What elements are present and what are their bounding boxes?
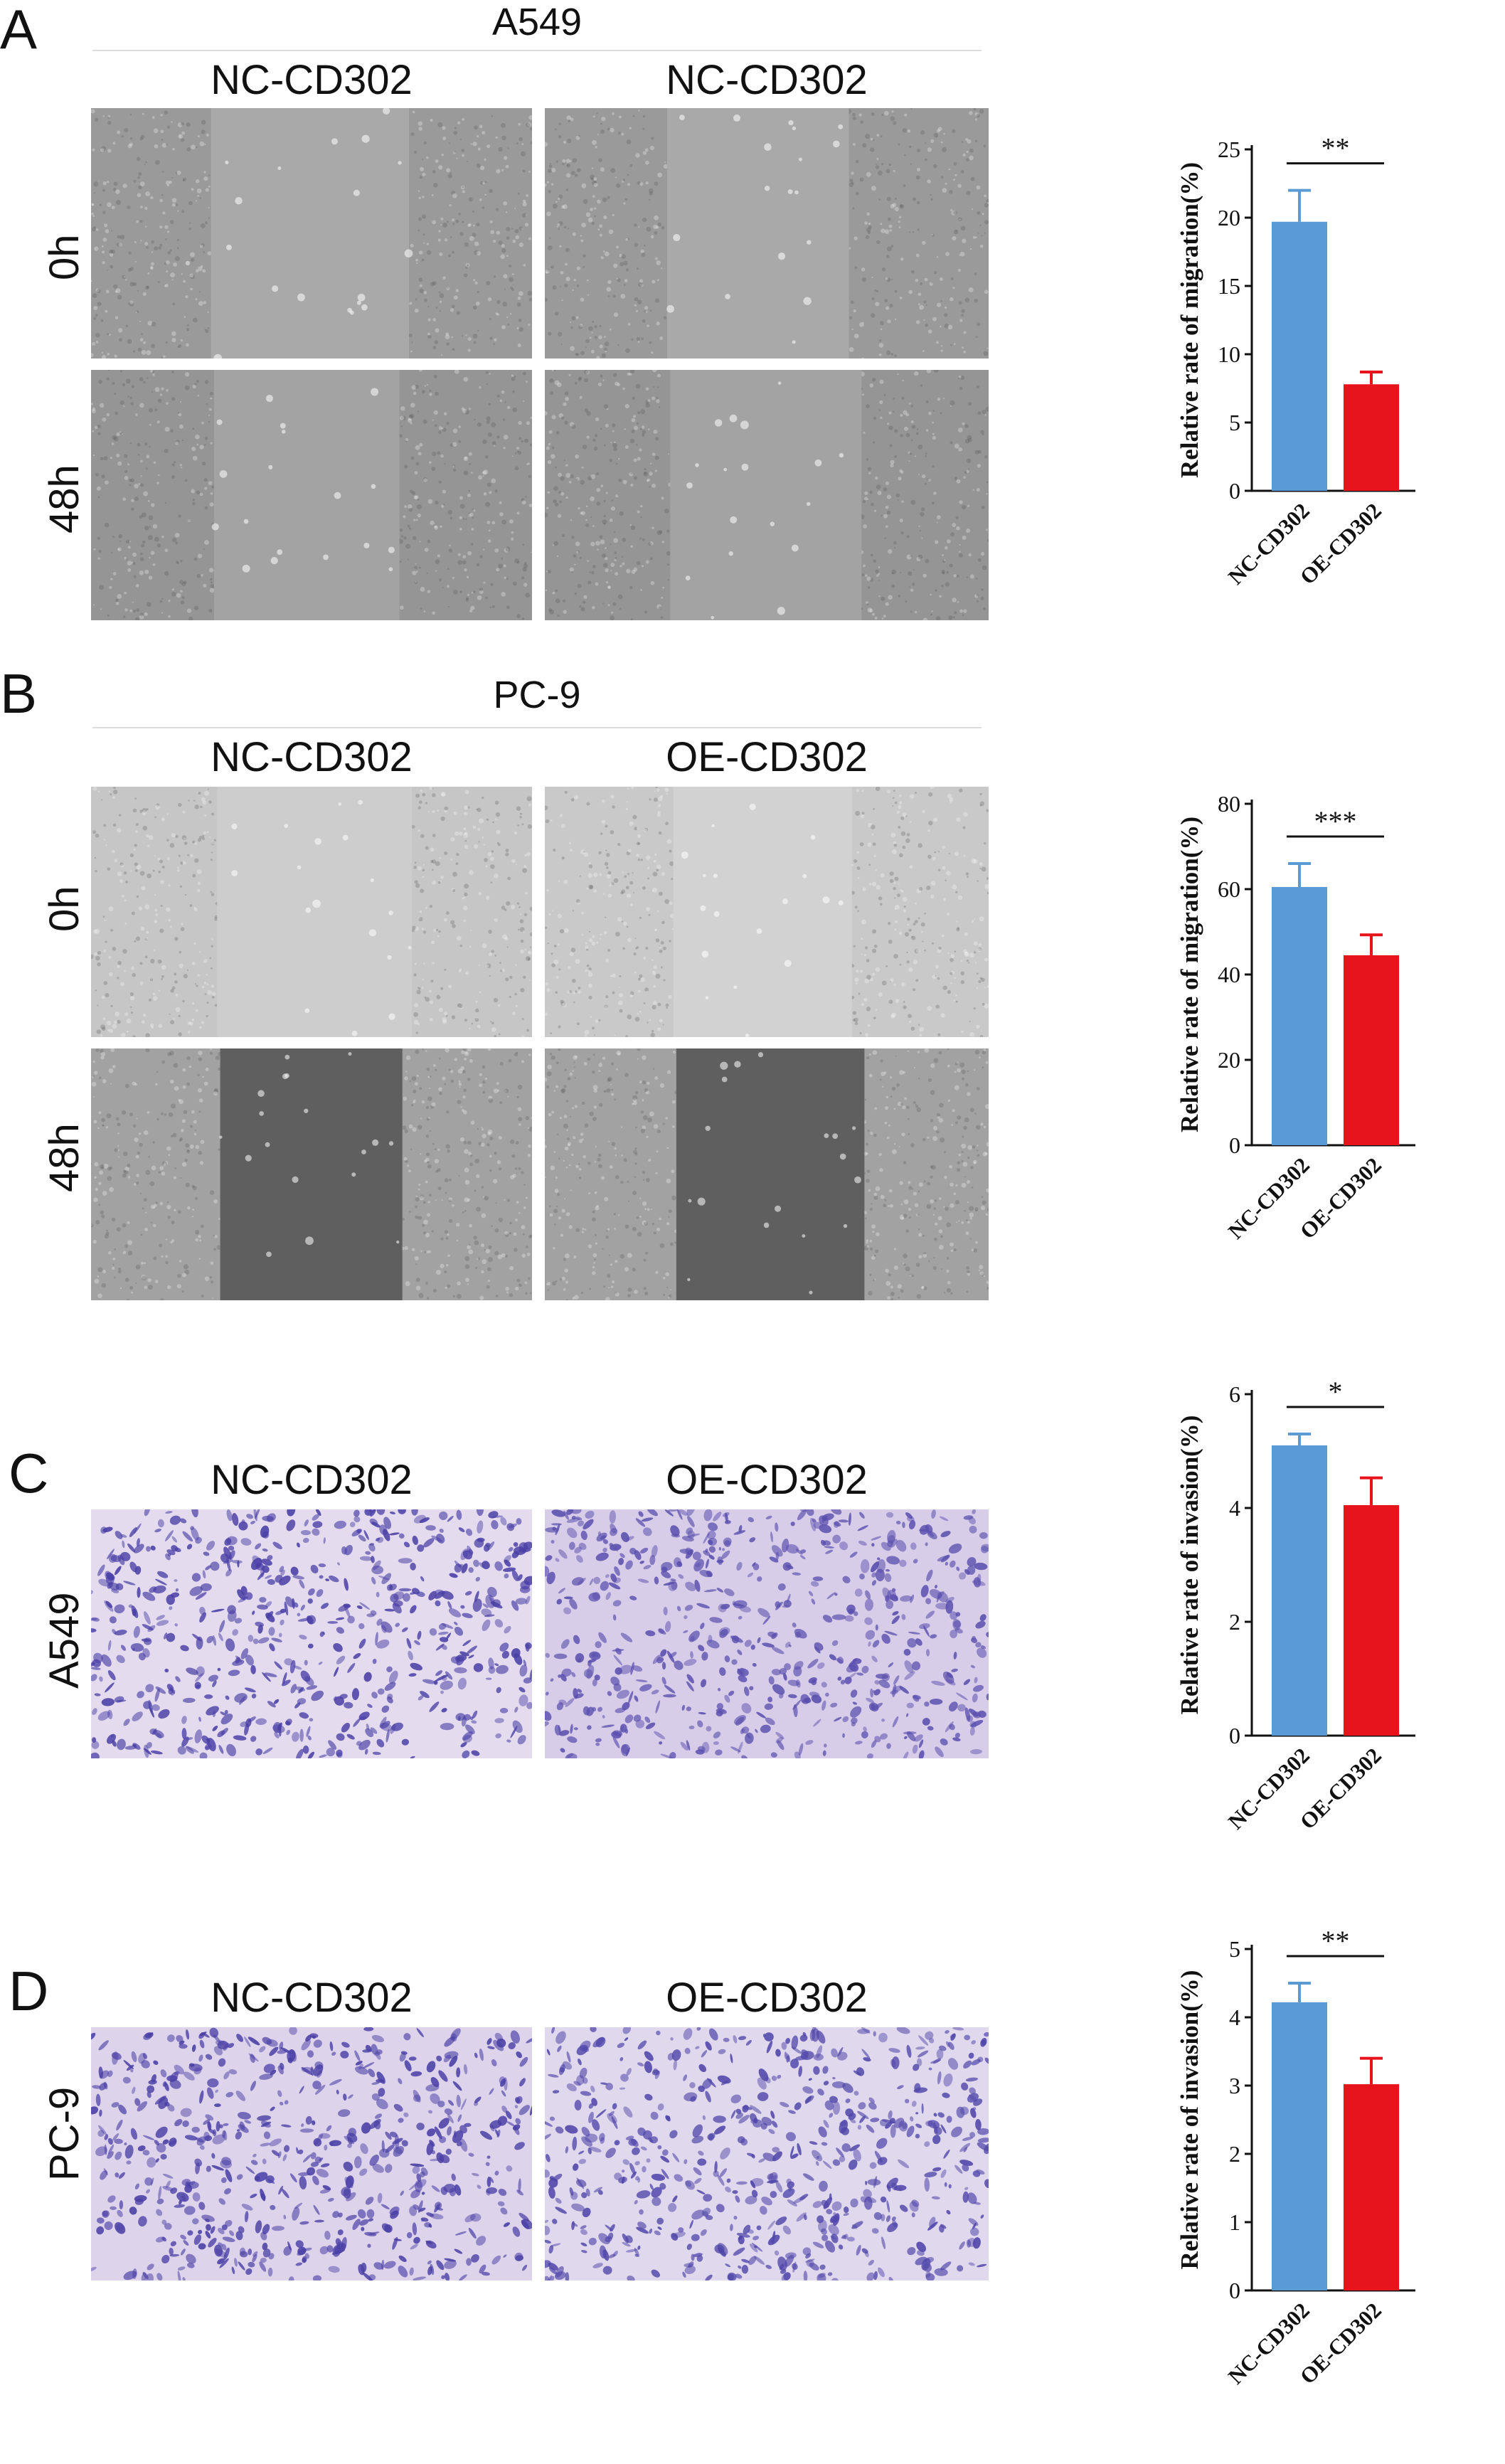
micrograph xyxy=(545,1048,989,1300)
panel-letter-c: C xyxy=(9,1442,49,1504)
micrograph xyxy=(545,2027,989,2280)
y-tick-label: 20 xyxy=(1218,205,1240,230)
panel-letter-a: A xyxy=(0,0,38,60)
micrograph xyxy=(91,1048,532,1300)
significance-label: ** xyxy=(1321,132,1350,164)
bar xyxy=(1344,1505,1399,1736)
y-tick-label: 2 xyxy=(1229,2141,1240,2167)
bar xyxy=(1272,887,1327,1145)
panel-a-column-label-1: NC-CD302 xyxy=(211,57,413,103)
panel-a-row-label-48h: 48h xyxy=(41,464,87,533)
panel-b-column-label-1: NC-CD302 xyxy=(211,734,413,780)
panel-a-title: A549 xyxy=(491,1,583,43)
y-tick-label: 25 xyxy=(1218,137,1240,162)
y-tick-label: 20 xyxy=(1218,1047,1240,1073)
bar xyxy=(1344,384,1399,491)
y-axis-label: Relative rate of migration(%) xyxy=(1176,162,1203,478)
y-tick-label: 1 xyxy=(1229,2209,1240,2235)
micrograph xyxy=(91,787,532,1037)
panel-c-column-label-1: NC-CD302 xyxy=(211,1457,413,1503)
micrograph xyxy=(545,108,989,359)
y-tick-label: 0 xyxy=(1229,1723,1240,1748)
panel-d-row-label: PC-9 xyxy=(41,2086,87,2181)
panel-a-row-label-0h: 0h xyxy=(41,234,87,280)
micrograph xyxy=(545,370,989,620)
panel-a-rule xyxy=(92,50,982,51)
y-tick-label: 15 xyxy=(1218,273,1240,299)
y-tick-label: 0 xyxy=(1229,1132,1240,1158)
y-tick-label: 5 xyxy=(1229,410,1240,435)
micrograph xyxy=(545,1509,989,1758)
panel-letter-d: D xyxy=(9,1960,49,2022)
significance-label: *** xyxy=(1314,805,1357,837)
y-tick-label: 3 xyxy=(1229,2073,1240,2098)
micrograph xyxy=(545,787,989,1037)
panel-c-column-label-2: OE-CD302 xyxy=(666,1457,868,1503)
y-tick-label: 0 xyxy=(1229,2278,1240,2303)
bar xyxy=(1344,955,1399,1145)
y-tick-label: 6 xyxy=(1229,1381,1240,1407)
y-tick-label: 40 xyxy=(1218,962,1240,987)
y-tick-label: 4 xyxy=(1229,1495,1240,1521)
y-tick-label: 5 xyxy=(1229,1936,1240,1962)
significance-label: * xyxy=(1329,1376,1343,1408)
panel-letter-b: B xyxy=(0,662,38,725)
bar xyxy=(1344,2084,1399,2290)
micrograph xyxy=(91,2027,532,2280)
bar xyxy=(1272,2002,1327,2290)
panel-a-column-label-2: NC-CD302 xyxy=(666,57,868,103)
y-tick-label: 10 xyxy=(1218,341,1240,367)
y-tick-label: 0 xyxy=(1229,478,1240,504)
panel-b-title: PC-9 xyxy=(493,674,581,716)
panel-b-row-label-48h: 48h xyxy=(41,1123,87,1192)
micrograph xyxy=(91,370,532,620)
y-tick-label: 4 xyxy=(1229,2004,1240,2030)
panel-b-column-label-2: OE-CD302 xyxy=(666,734,868,780)
panel-c-row-label: A549 xyxy=(41,1592,87,1689)
y-tick-label: 60 xyxy=(1218,876,1240,902)
y-tick-label: 2 xyxy=(1229,1609,1240,1635)
panel-b-row-label-0h: 0h xyxy=(41,886,87,932)
significance-label: ** xyxy=(1321,1925,1350,1957)
bar xyxy=(1272,1445,1327,1736)
panel-d-column-label-2: OE-CD302 xyxy=(666,1975,868,2021)
y-tick-label: 80 xyxy=(1218,791,1240,817)
panel-b-rule xyxy=(92,727,982,728)
y-axis-label: Relative rate of migration(%) xyxy=(1176,817,1203,1132)
y-axis-label: Relative rate of invasion(%) xyxy=(1176,1970,1203,2270)
y-axis-label: Relative rate of invasion(%) xyxy=(1176,1416,1203,1715)
panel-d-column-label-1: NC-CD302 xyxy=(211,1975,413,2021)
micrograph xyxy=(91,1509,532,1758)
micrograph xyxy=(91,108,532,359)
bar xyxy=(1272,221,1327,491)
